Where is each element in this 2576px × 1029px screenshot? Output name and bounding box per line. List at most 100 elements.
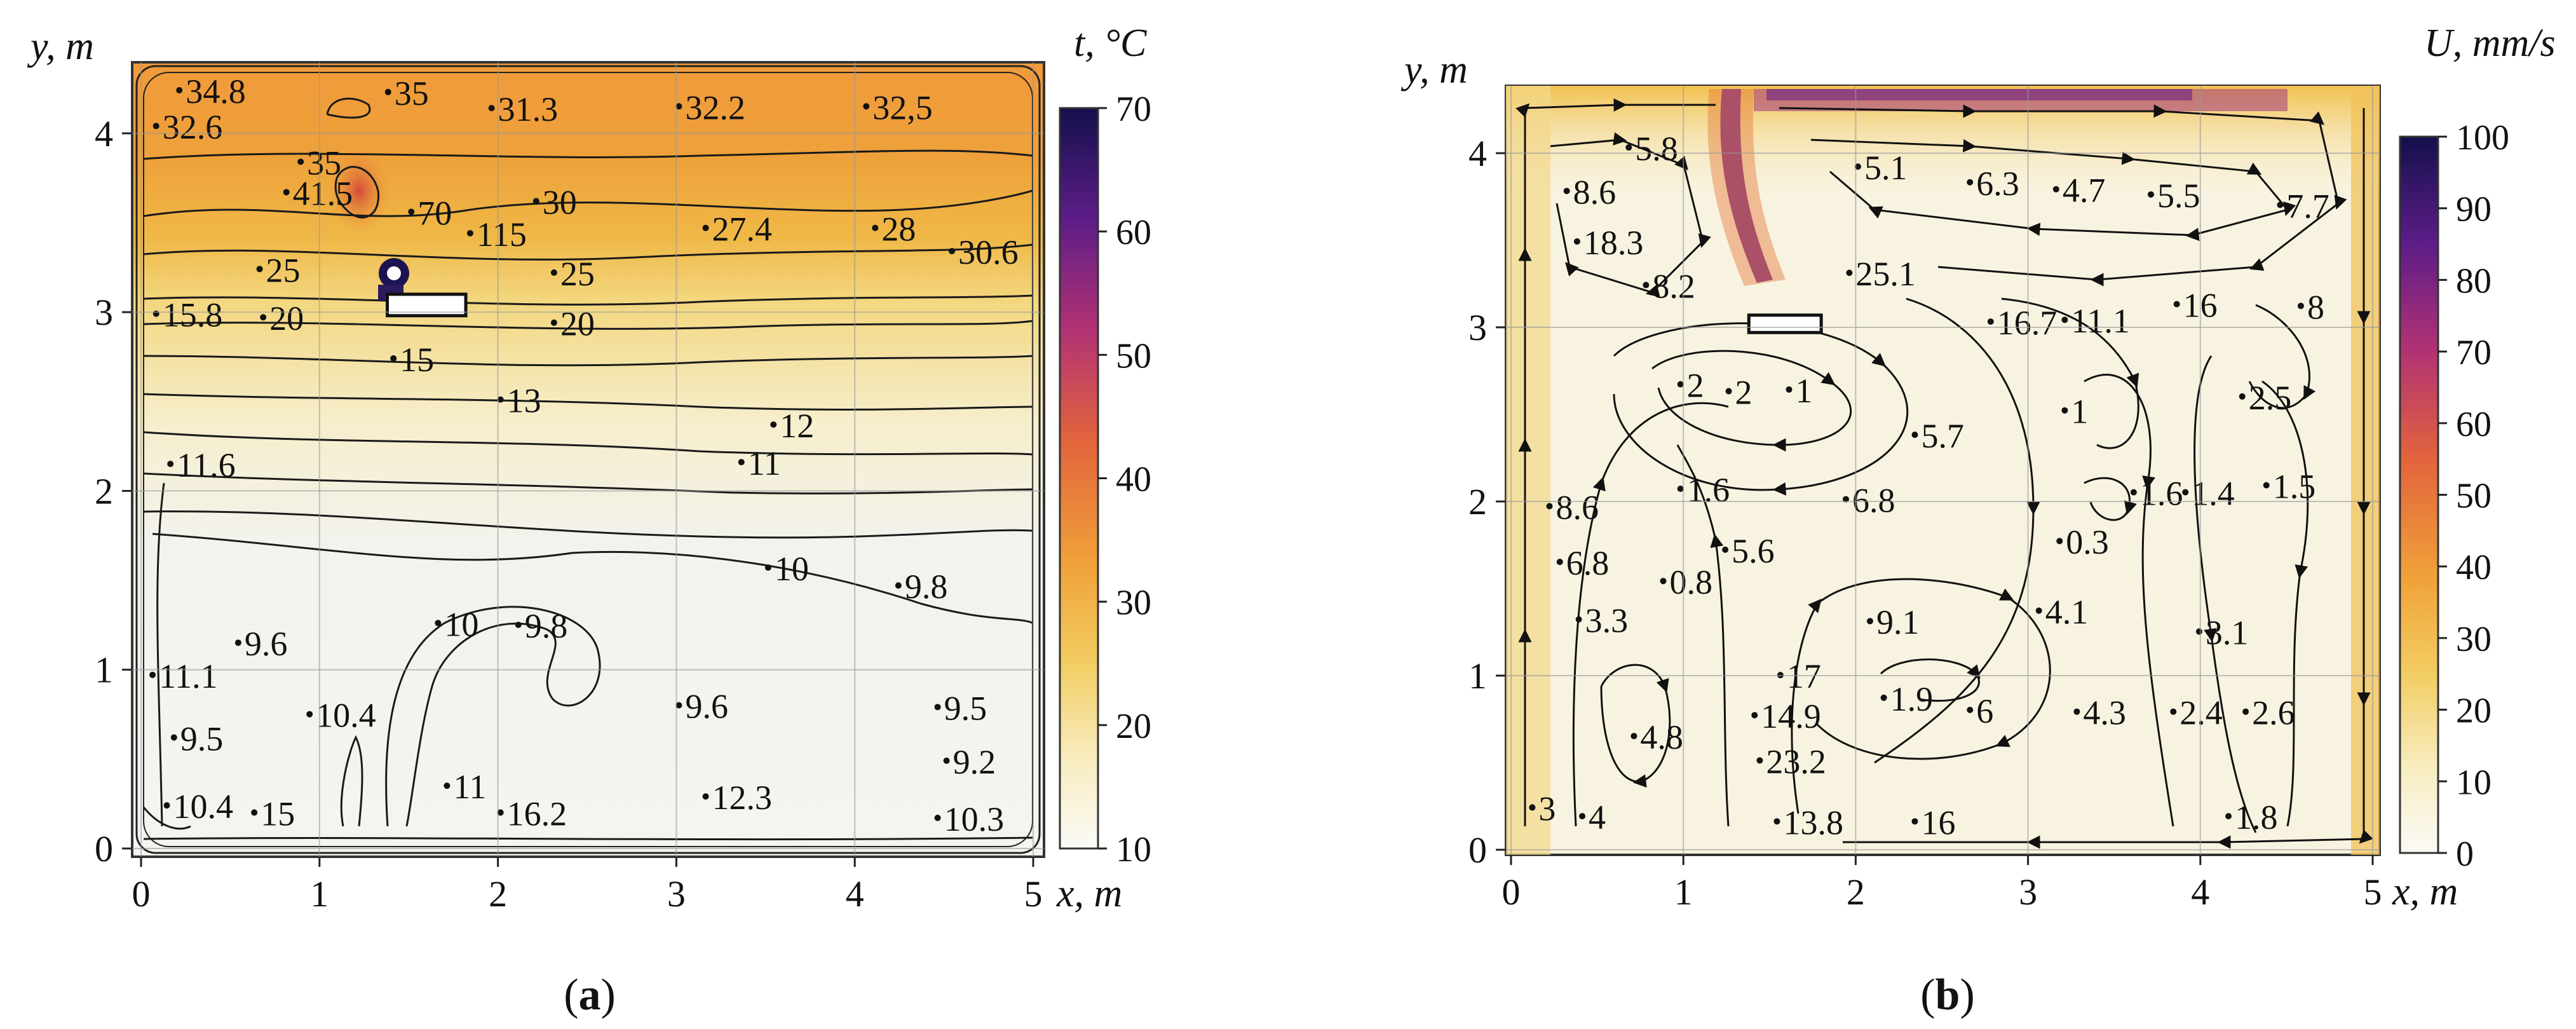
annotation-label: 5.6: [1732, 532, 1775, 570]
annotation-label: 0.8: [1670, 563, 1713, 601]
annotation-marker: [2225, 813, 2232, 820]
annotation-marker: [550, 319, 557, 326]
value-annotation: 1: [2061, 393, 2088, 431]
annotation-marker: [251, 809, 258, 816]
y-tick-label: 4: [1468, 133, 1487, 174]
annotation-label: 11.1: [159, 657, 218, 695]
annotation-marker: [1575, 616, 1582, 623]
value-annotation: 1.6: [2130, 474, 2183, 512]
value-annotation: 11: [738, 444, 781, 482]
panel-b-colorbar-scale: [2399, 135, 2439, 854]
value-annotation: 10.4: [163, 787, 234, 826]
value-annotation: 12: [770, 407, 814, 445]
annotation-marker: [1677, 486, 1684, 492]
value-annotation: 4.3: [2073, 694, 2126, 732]
annotation-label: 20: [560, 305, 595, 343]
value-annotation: 9.1: [1866, 603, 1919, 641]
colorbar-tick-label: 30: [2456, 620, 2491, 659]
annotation-marker: [1725, 388, 1732, 395]
value-annotation: 32.6: [153, 108, 222, 146]
annotation-marker: [532, 198, 539, 205]
panel-a-source-core: [387, 266, 401, 280]
annotation-marker: [408, 208, 415, 215]
annotation-marker: [1967, 706, 1974, 713]
value-annotation: 32.2: [675, 88, 745, 126]
panel-a-colorbar-title: t, °C: [1074, 22, 1147, 65]
annotation-label: 6.8: [1852, 481, 1895, 519]
annotation-label: 3: [1538, 789, 1556, 828]
annotation-label: 0.3: [2066, 523, 2109, 561]
annotation-marker: [234, 639, 241, 646]
value-annotation: 9.5: [170, 719, 224, 758]
annotation-label: 5.8: [1635, 130, 1678, 168]
annotation-marker: [2052, 186, 2059, 193]
value-annotation: 11.6: [167, 446, 236, 484]
annotation-label: 8.6: [1556, 488, 1599, 526]
annotation-label: 35: [307, 144, 341, 182]
y-tick-label: 1: [95, 650, 113, 691]
value-annotation: 8.6: [1563, 173, 1616, 211]
annotation-label: 6.8: [1566, 544, 1610, 582]
annotation-label: 30: [543, 183, 577, 221]
annotation-marker: [2035, 607, 2042, 614]
y-axis-label: y, m: [27, 25, 94, 68]
colorbar-tick-label: 40: [1116, 460, 1151, 500]
annotation-marker: [1573, 238, 1580, 245]
annotation-marker: [2170, 708, 2177, 715]
y-tick-label: 2: [1468, 481, 1487, 522]
annotation-marker: [1866, 618, 1873, 625]
annotation-label: 6: [1976, 692, 1993, 730]
y-axis-label: y, m: [1400, 48, 1468, 92]
annotation-marker: [1660, 578, 1667, 585]
annotation-label: 15: [261, 794, 295, 833]
annotation-marker: [770, 421, 777, 428]
annotation-label: 12.3: [712, 779, 773, 817]
panel-a-colorbar-scale: [1059, 107, 1099, 850]
annotation-label: 10.4: [173, 787, 234, 826]
x-tick-label: 4: [846, 873, 864, 915]
annotation-label: 4.8: [1640, 718, 1683, 756]
annotation-label: 10: [775, 550, 809, 588]
annotation-marker: [2195, 628, 2202, 635]
value-annotation: 16: [1911, 803, 1955, 842]
value-annotation: 3.3: [1575, 602, 1628, 640]
panel-b-left-jet: [1506, 86, 1550, 855]
annotation-marker: [497, 809, 504, 816]
colorbar-tick-label: 40: [2456, 548, 2491, 587]
value-annotation: 1.5: [2263, 468, 2315, 506]
annotation-marker: [1722, 546, 1729, 553]
annotation-marker: [1967, 179, 1974, 186]
value-annotation: 10: [435, 605, 478, 643]
colorbar-tick-label: 80: [2456, 261, 2491, 301]
annotation-marker: [1529, 804, 1536, 811]
annotation-marker: [153, 123, 159, 130]
annotation-label: 5.5: [2157, 177, 2200, 215]
panel-b-caption: (b): [1920, 971, 1975, 1019]
annotation-label: 9.5: [944, 689, 987, 727]
annotation-marker: [1643, 282, 1650, 289]
value-annotation: 5.8: [1625, 130, 1678, 168]
annotation-label: 6.3: [1976, 165, 2019, 203]
annotation-label: 20: [269, 299, 304, 337]
annotation-marker: [488, 105, 495, 112]
annotation-label: 9.5: [180, 719, 224, 758]
value-annotation: 3.1: [2195, 614, 2248, 652]
colorbar-tick-label: 100: [2456, 118, 2509, 158]
value-annotation: 9.8: [895, 568, 947, 606]
value-annotation: 7.7: [2277, 187, 2329, 225]
annotation-label: 1.6: [1687, 471, 1730, 509]
value-annotation: 16.2: [497, 794, 567, 833]
annotation-marker: [1756, 757, 1763, 764]
annotation-marker: [2277, 201, 2284, 208]
annotation-marker: [1563, 187, 1570, 194]
annotation-label: 23.2: [1766, 742, 1826, 780]
annotation-label: 2.6: [2252, 694, 2295, 732]
annotation-label: 9.6: [685, 688, 728, 726]
annotation-marker: [1630, 733, 1637, 740]
annotation-label: 8: [2307, 288, 2324, 326]
annotation-label: 13: [507, 382, 541, 420]
annotation-label: 2: [1735, 374, 1752, 412]
annotation-marker: [1880, 694, 1887, 701]
annotation-marker: [435, 620, 442, 627]
